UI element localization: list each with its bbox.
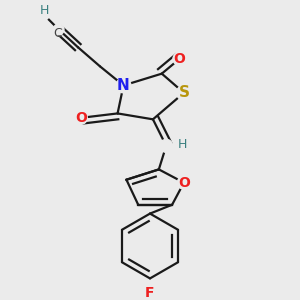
Circle shape [53,24,64,35]
Text: S: S [178,85,189,100]
Circle shape [39,9,49,20]
Text: N: N [117,78,130,93]
Circle shape [176,85,191,100]
Text: O: O [173,52,185,66]
Circle shape [116,78,131,93]
Text: H: H [178,138,187,151]
Text: H: H [39,4,49,17]
Circle shape [160,140,173,152]
Circle shape [177,176,190,189]
Text: C: C [53,27,62,40]
Text: F: F [145,286,155,300]
Circle shape [74,111,87,124]
Text: O: O [75,111,87,125]
Circle shape [143,286,157,299]
Text: O: O [178,176,190,190]
Circle shape [173,52,186,65]
